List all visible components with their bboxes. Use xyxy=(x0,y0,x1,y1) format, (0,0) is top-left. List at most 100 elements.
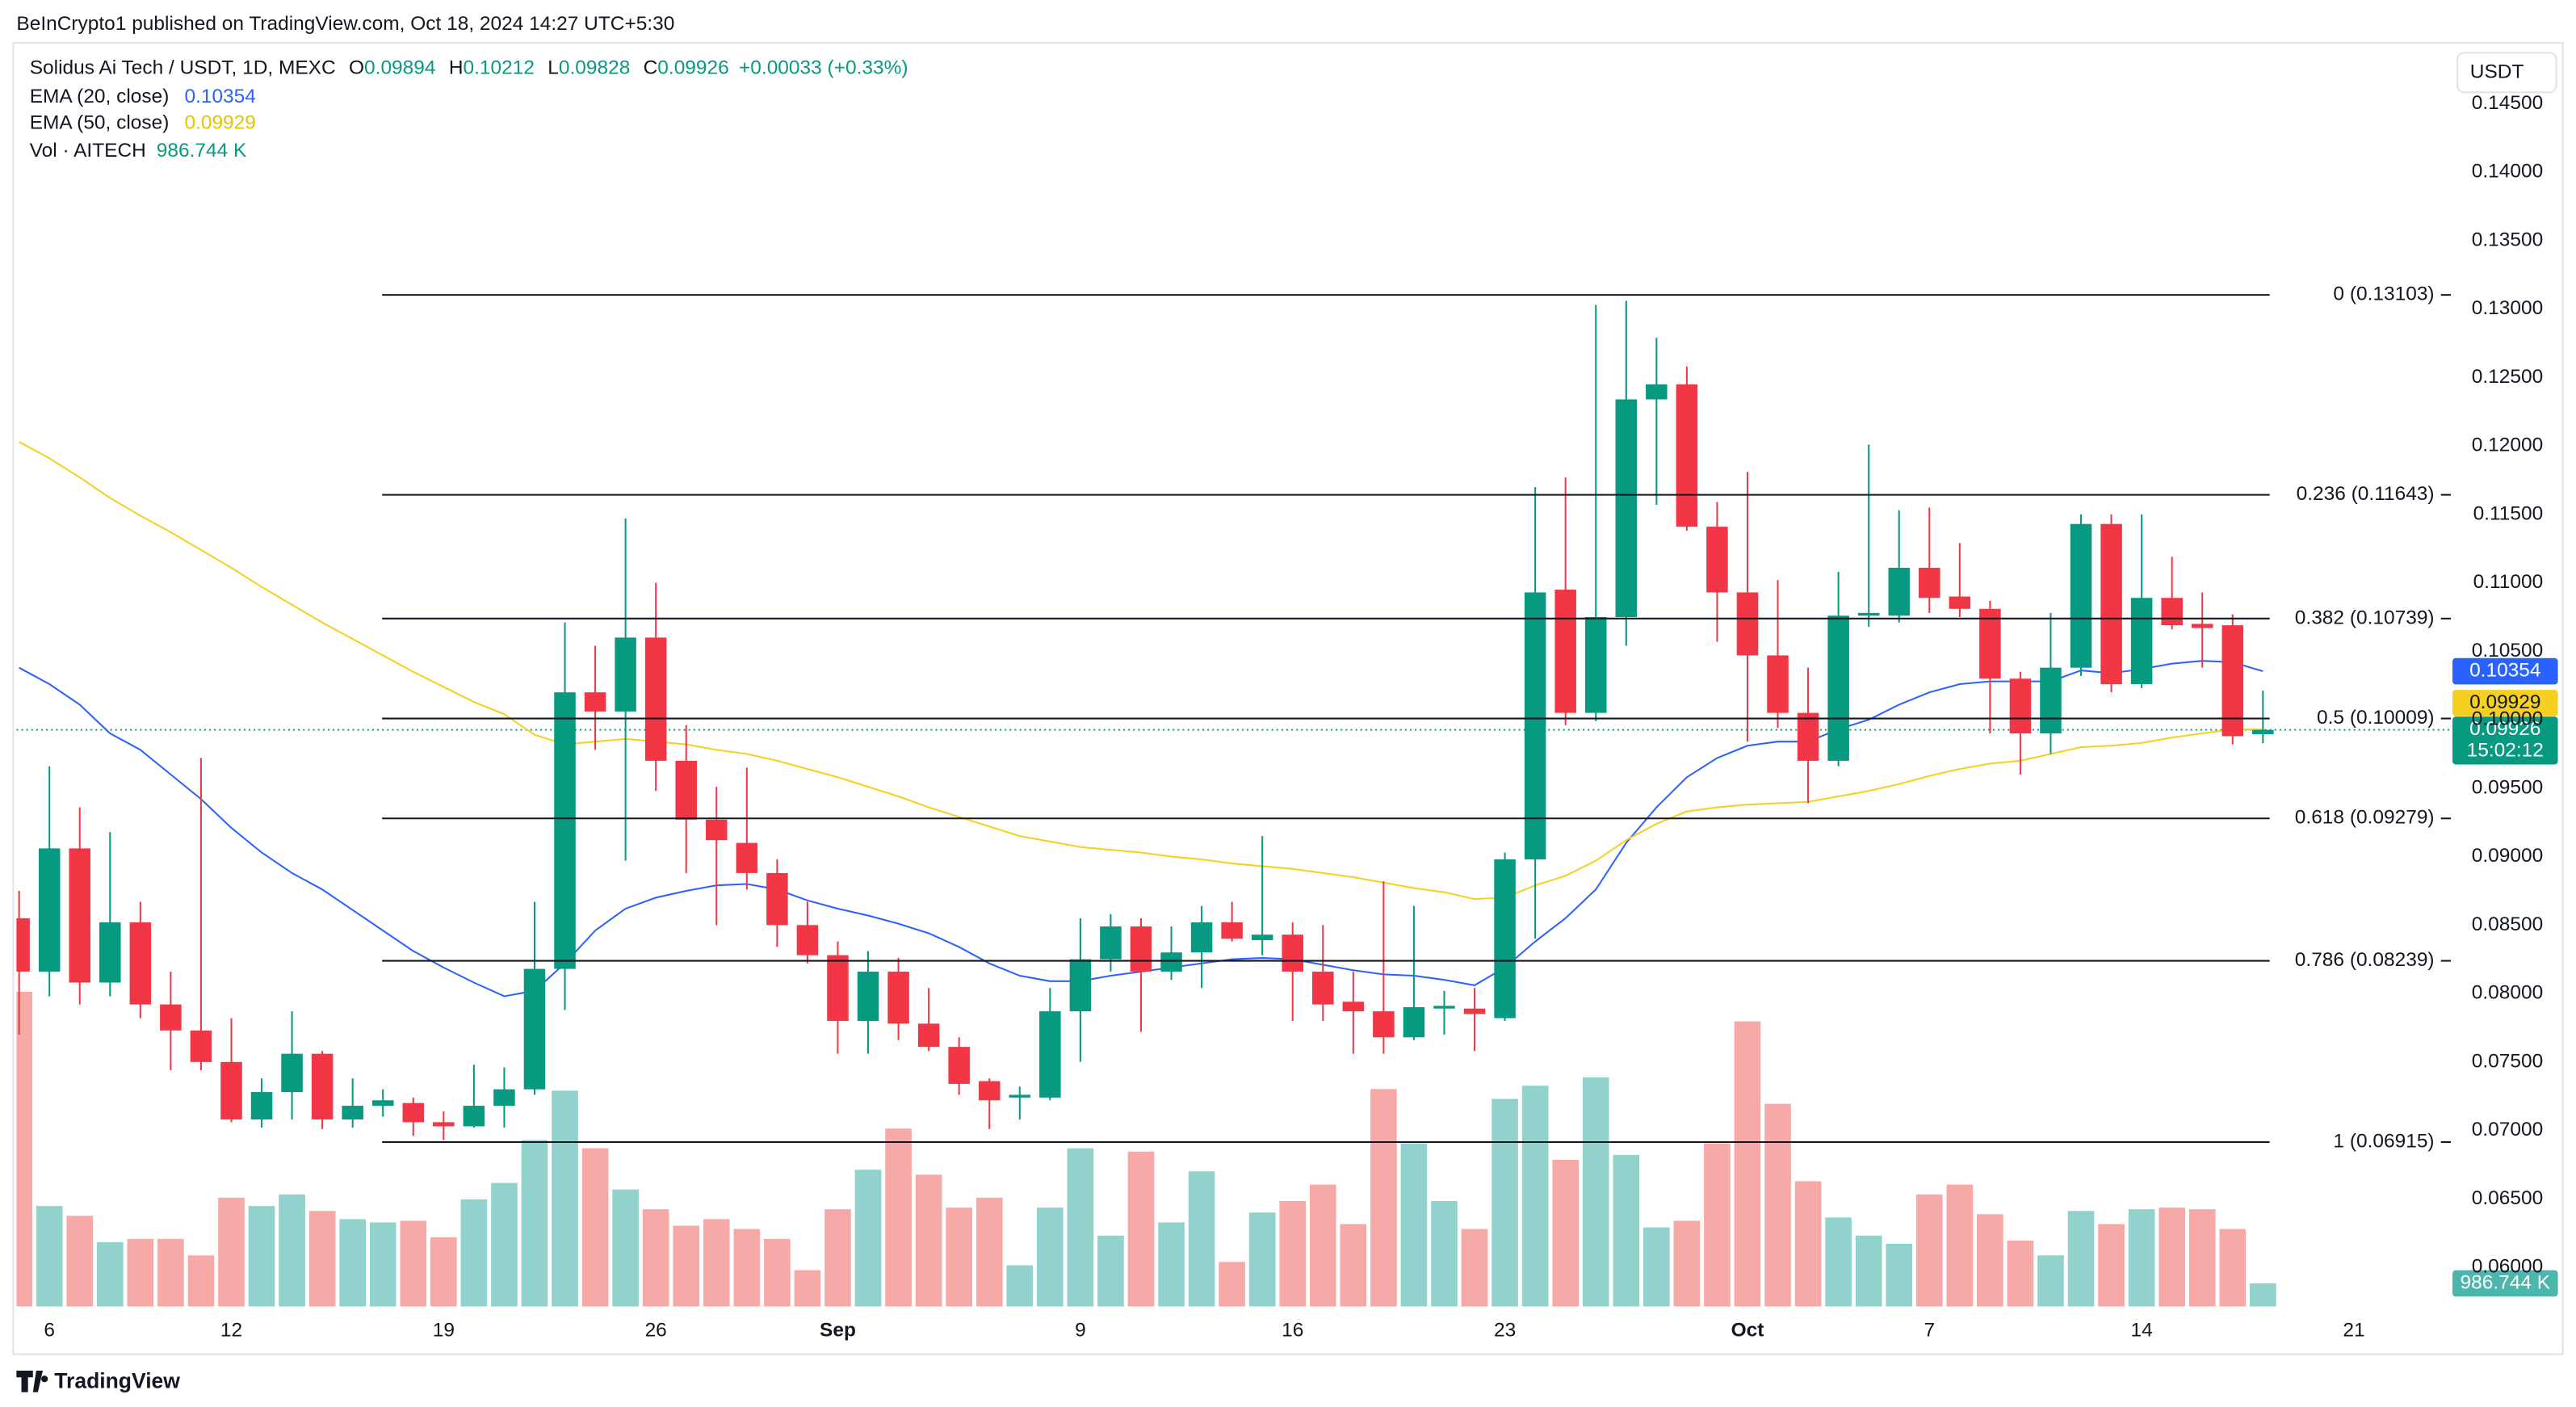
candle-body xyxy=(857,971,879,1021)
candle-body xyxy=(2161,598,2183,626)
h-value: 0.10212 xyxy=(463,57,534,79)
chart-frame xyxy=(12,42,2564,1355)
y-tick-label: 0.09000 xyxy=(2472,845,2543,867)
volume-bar xyxy=(339,1219,367,1307)
o-label: O xyxy=(349,57,364,79)
candle-body xyxy=(1797,712,1819,761)
volume-bar xyxy=(157,1238,184,1307)
candle-body xyxy=(887,971,909,1024)
candle-body xyxy=(1312,971,1334,1005)
volume-bar xyxy=(308,1211,336,1307)
candle-body xyxy=(1979,608,2001,679)
volume-bar xyxy=(612,1189,639,1307)
volume-bar xyxy=(127,1238,154,1307)
volume-bar xyxy=(2159,1208,2185,1307)
y-tick-label: 0.13500 xyxy=(2472,229,2543,250)
volume-bar xyxy=(885,1128,912,1307)
x-tick-label: 9 xyxy=(1075,1320,1086,1342)
volume-bar xyxy=(1825,1217,1852,1307)
candle-body xyxy=(948,1047,970,1084)
volume-legend: Vol · AITECH xyxy=(30,140,146,162)
volume-bar xyxy=(703,1219,730,1307)
plot-area xyxy=(16,300,2451,1307)
currency-box[interactable] xyxy=(2456,52,2557,94)
y-tick-label: 0.13000 xyxy=(2472,297,2543,319)
candle-body xyxy=(1676,384,1698,527)
volume-bar xyxy=(1097,1235,1124,1307)
volume-bar xyxy=(1734,1021,1761,1307)
volume-bar xyxy=(66,1216,94,1307)
volume-bar xyxy=(1582,1077,1609,1307)
y-tick-label: 0.10500 xyxy=(2472,640,2543,662)
volume-bar xyxy=(764,1238,791,1307)
volume-tag-label: 986.744 K xyxy=(2461,1271,2551,1293)
candle-body xyxy=(1190,922,1213,953)
candle-body xyxy=(917,1023,940,1048)
fib-label: 0.786 (0.08239) xyxy=(2295,949,2435,971)
volume-bar xyxy=(1037,1208,1064,1307)
volume-bar xyxy=(36,1206,63,1307)
x-tick-label: 12 xyxy=(220,1320,242,1342)
close-tag-label: 15:02:12 xyxy=(2467,740,2544,762)
x-tick-label: 21 xyxy=(2343,1320,2364,1342)
volume-bar xyxy=(1946,1184,1974,1307)
volume-legend-value: 986.744 K xyxy=(157,140,247,162)
candle-body xyxy=(281,1053,303,1093)
volume-bar xyxy=(1248,1212,1276,1307)
candle-body xyxy=(2130,598,2153,685)
candle-body xyxy=(644,637,667,761)
candle-body xyxy=(99,922,121,983)
volume-bar xyxy=(1915,1194,1943,1307)
ema20-tag xyxy=(2452,657,2558,685)
candle-body xyxy=(220,1061,242,1119)
volume-tag xyxy=(2452,1270,2558,1297)
candle-body xyxy=(1615,399,1638,617)
candle-body xyxy=(523,968,546,1090)
candle-body xyxy=(584,692,606,712)
candle-body xyxy=(766,872,788,926)
ema50-tag-label: 0.09929 xyxy=(2469,691,2540,713)
volume-bar xyxy=(642,1209,669,1307)
x-tick-label: 26 xyxy=(645,1320,667,1342)
candle-body xyxy=(1706,527,1728,593)
publisher-note: BeInCrypto1 published on TradingView.com… xyxy=(16,13,674,35)
close-tag xyxy=(2452,716,2558,765)
close-tag-label: 0.09926 xyxy=(2469,718,2540,740)
candle-body xyxy=(1584,616,1607,713)
volume-bar xyxy=(1400,1143,1428,1307)
volume-bar xyxy=(521,1140,548,1307)
volume-bar xyxy=(552,1090,578,1307)
candle-body xyxy=(38,848,61,972)
candle-body xyxy=(1494,859,1516,1018)
c-label: C xyxy=(644,57,658,79)
candle-body xyxy=(796,925,819,956)
volume-bar xyxy=(2188,1209,2216,1307)
volume-bar xyxy=(824,1209,851,1307)
candle-body xyxy=(1919,567,1940,598)
volume-bar xyxy=(2128,1209,2155,1307)
candle-body xyxy=(69,848,90,983)
y-tick-label: 0.09500 xyxy=(2472,776,2543,798)
candle-body xyxy=(2252,729,2274,735)
ema-line xyxy=(19,441,2263,901)
candle-body xyxy=(2221,625,2244,737)
l-label: L xyxy=(548,57,559,79)
candle-body xyxy=(342,1106,363,1119)
candle-body xyxy=(463,1106,485,1127)
x-tick-label: Oct xyxy=(1731,1320,1764,1342)
volume-bar xyxy=(1613,1154,1640,1307)
y-tick-label: 0.14000 xyxy=(2472,161,2543,183)
volume-bar xyxy=(1431,1200,1458,1307)
volume-bar xyxy=(1673,1220,1701,1307)
candle-body xyxy=(1130,926,1152,972)
candle-body xyxy=(1888,567,1910,616)
volume-bar xyxy=(581,1148,609,1307)
y-tick-label: 0.14500 xyxy=(2472,92,2543,114)
candle-body xyxy=(1069,959,1092,1012)
candle-body xyxy=(311,1053,334,1119)
candle-body xyxy=(1433,1006,1455,1009)
candle-body xyxy=(2009,678,2032,734)
volume-bar xyxy=(1704,1143,1731,1307)
y-tick-label: 0.11000 xyxy=(2473,571,2544,593)
